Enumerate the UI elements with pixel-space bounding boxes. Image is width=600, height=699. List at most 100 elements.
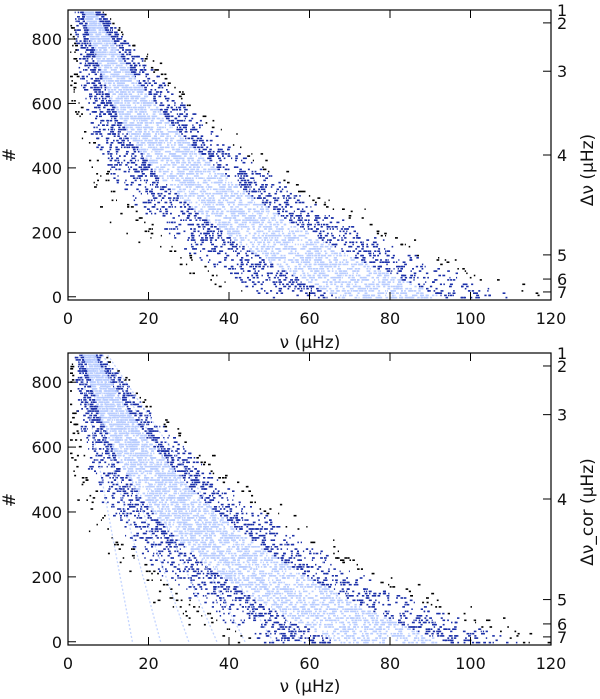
data-point (166, 100, 169, 102)
data-point (164, 139, 167, 142)
data-point (98, 106, 101, 109)
data-point (343, 254, 346, 257)
data-point (110, 69, 112, 71)
data-point (274, 199, 278, 202)
data-point (205, 203, 209, 206)
data-point (298, 283, 301, 286)
data-point (242, 170, 246, 173)
data-point (305, 252, 307, 255)
data-point (168, 192, 171, 195)
data-point (151, 223, 154, 226)
data-point (304, 252, 307, 255)
data-point (377, 270, 379, 272)
data-point (106, 139, 109, 142)
data-point (256, 210, 259, 213)
data-point (327, 248, 330, 250)
data-point (307, 252, 311, 255)
data-point (93, 126, 96, 129)
data-point (309, 223, 312, 226)
data-point (240, 184, 243, 186)
data-point (200, 208, 203, 210)
data-point (102, 77, 105, 80)
data-point (263, 217, 267, 219)
data-point (142, 71, 145, 73)
data-point (334, 281, 338, 283)
data-point (98, 69, 101, 71)
data-point (278, 250, 281, 252)
data-point (93, 80, 96, 82)
data-point (287, 181, 290, 184)
data-point (369, 254, 372, 257)
data-point (250, 177, 253, 179)
data-point (112, 69, 115, 71)
data-point (342, 230, 345, 233)
data-point (267, 221, 271, 224)
data-point (211, 248, 214, 250)
data-point (248, 232, 251, 235)
data-point (361, 217, 364, 219)
data-point (92, 69, 96, 71)
data-point (303, 285, 305, 288)
data-point (227, 168, 230, 171)
data-point (79, 115, 81, 118)
data-point (188, 166, 192, 168)
data-point (134, 203, 138, 206)
data-point (132, 100, 134, 102)
data-point (237, 215, 240, 217)
data-point (381, 261, 385, 263)
data-point (382, 276, 384, 279)
data-point (117, 133, 120, 135)
data-point (377, 274, 380, 277)
data-point (239, 170, 242, 173)
data-point (208, 199, 211, 202)
data-point (141, 100, 145, 102)
data-point (252, 203, 254, 206)
data-point (140, 115, 144, 118)
data-point (126, 100, 129, 102)
data-point (197, 161, 199, 164)
data-point (141, 111, 144, 113)
data-point (138, 124, 142, 126)
data-point (172, 199, 175, 202)
data-point (248, 190, 251, 193)
data-point (341, 261, 344, 263)
data-point (228, 268, 232, 270)
data-point (322, 237, 325, 239)
data-point (378, 290, 381, 292)
data-point (107, 82, 110, 84)
data-point (185, 150, 187, 153)
data-point (217, 150, 219, 153)
data-point (268, 201, 271, 204)
data-point (229, 219, 231, 221)
data-point (366, 265, 369, 268)
data-point (358, 250, 361, 252)
data-point (115, 148, 119, 151)
data-point (237, 190, 240, 193)
data-point (222, 150, 225, 153)
data-point (180, 113, 183, 115)
data-point (171, 122, 175, 124)
data-point (126, 69, 129, 71)
data-point (236, 252, 239, 255)
data-point (155, 186, 157, 188)
data-point (154, 199, 156, 202)
data-point (130, 206, 134, 208)
data-point (287, 237, 291, 239)
data-point (228, 234, 231, 237)
data-point (164, 73, 167, 76)
data-point (324, 217, 327, 219)
data-point (143, 117, 147, 120)
data-point (190, 164, 192, 166)
data-point (188, 146, 192, 149)
data-point (234, 184, 238, 186)
data-point (188, 206, 191, 208)
data-point (342, 296, 346, 299)
data-point (271, 254, 274, 257)
data-point (130, 86, 133, 89)
data-point (193, 190, 195, 193)
data-point (260, 215, 262, 217)
data-point (141, 148, 145, 151)
data-point (268, 195, 271, 197)
data-point (287, 268, 290, 270)
data-point (222, 155, 224, 157)
